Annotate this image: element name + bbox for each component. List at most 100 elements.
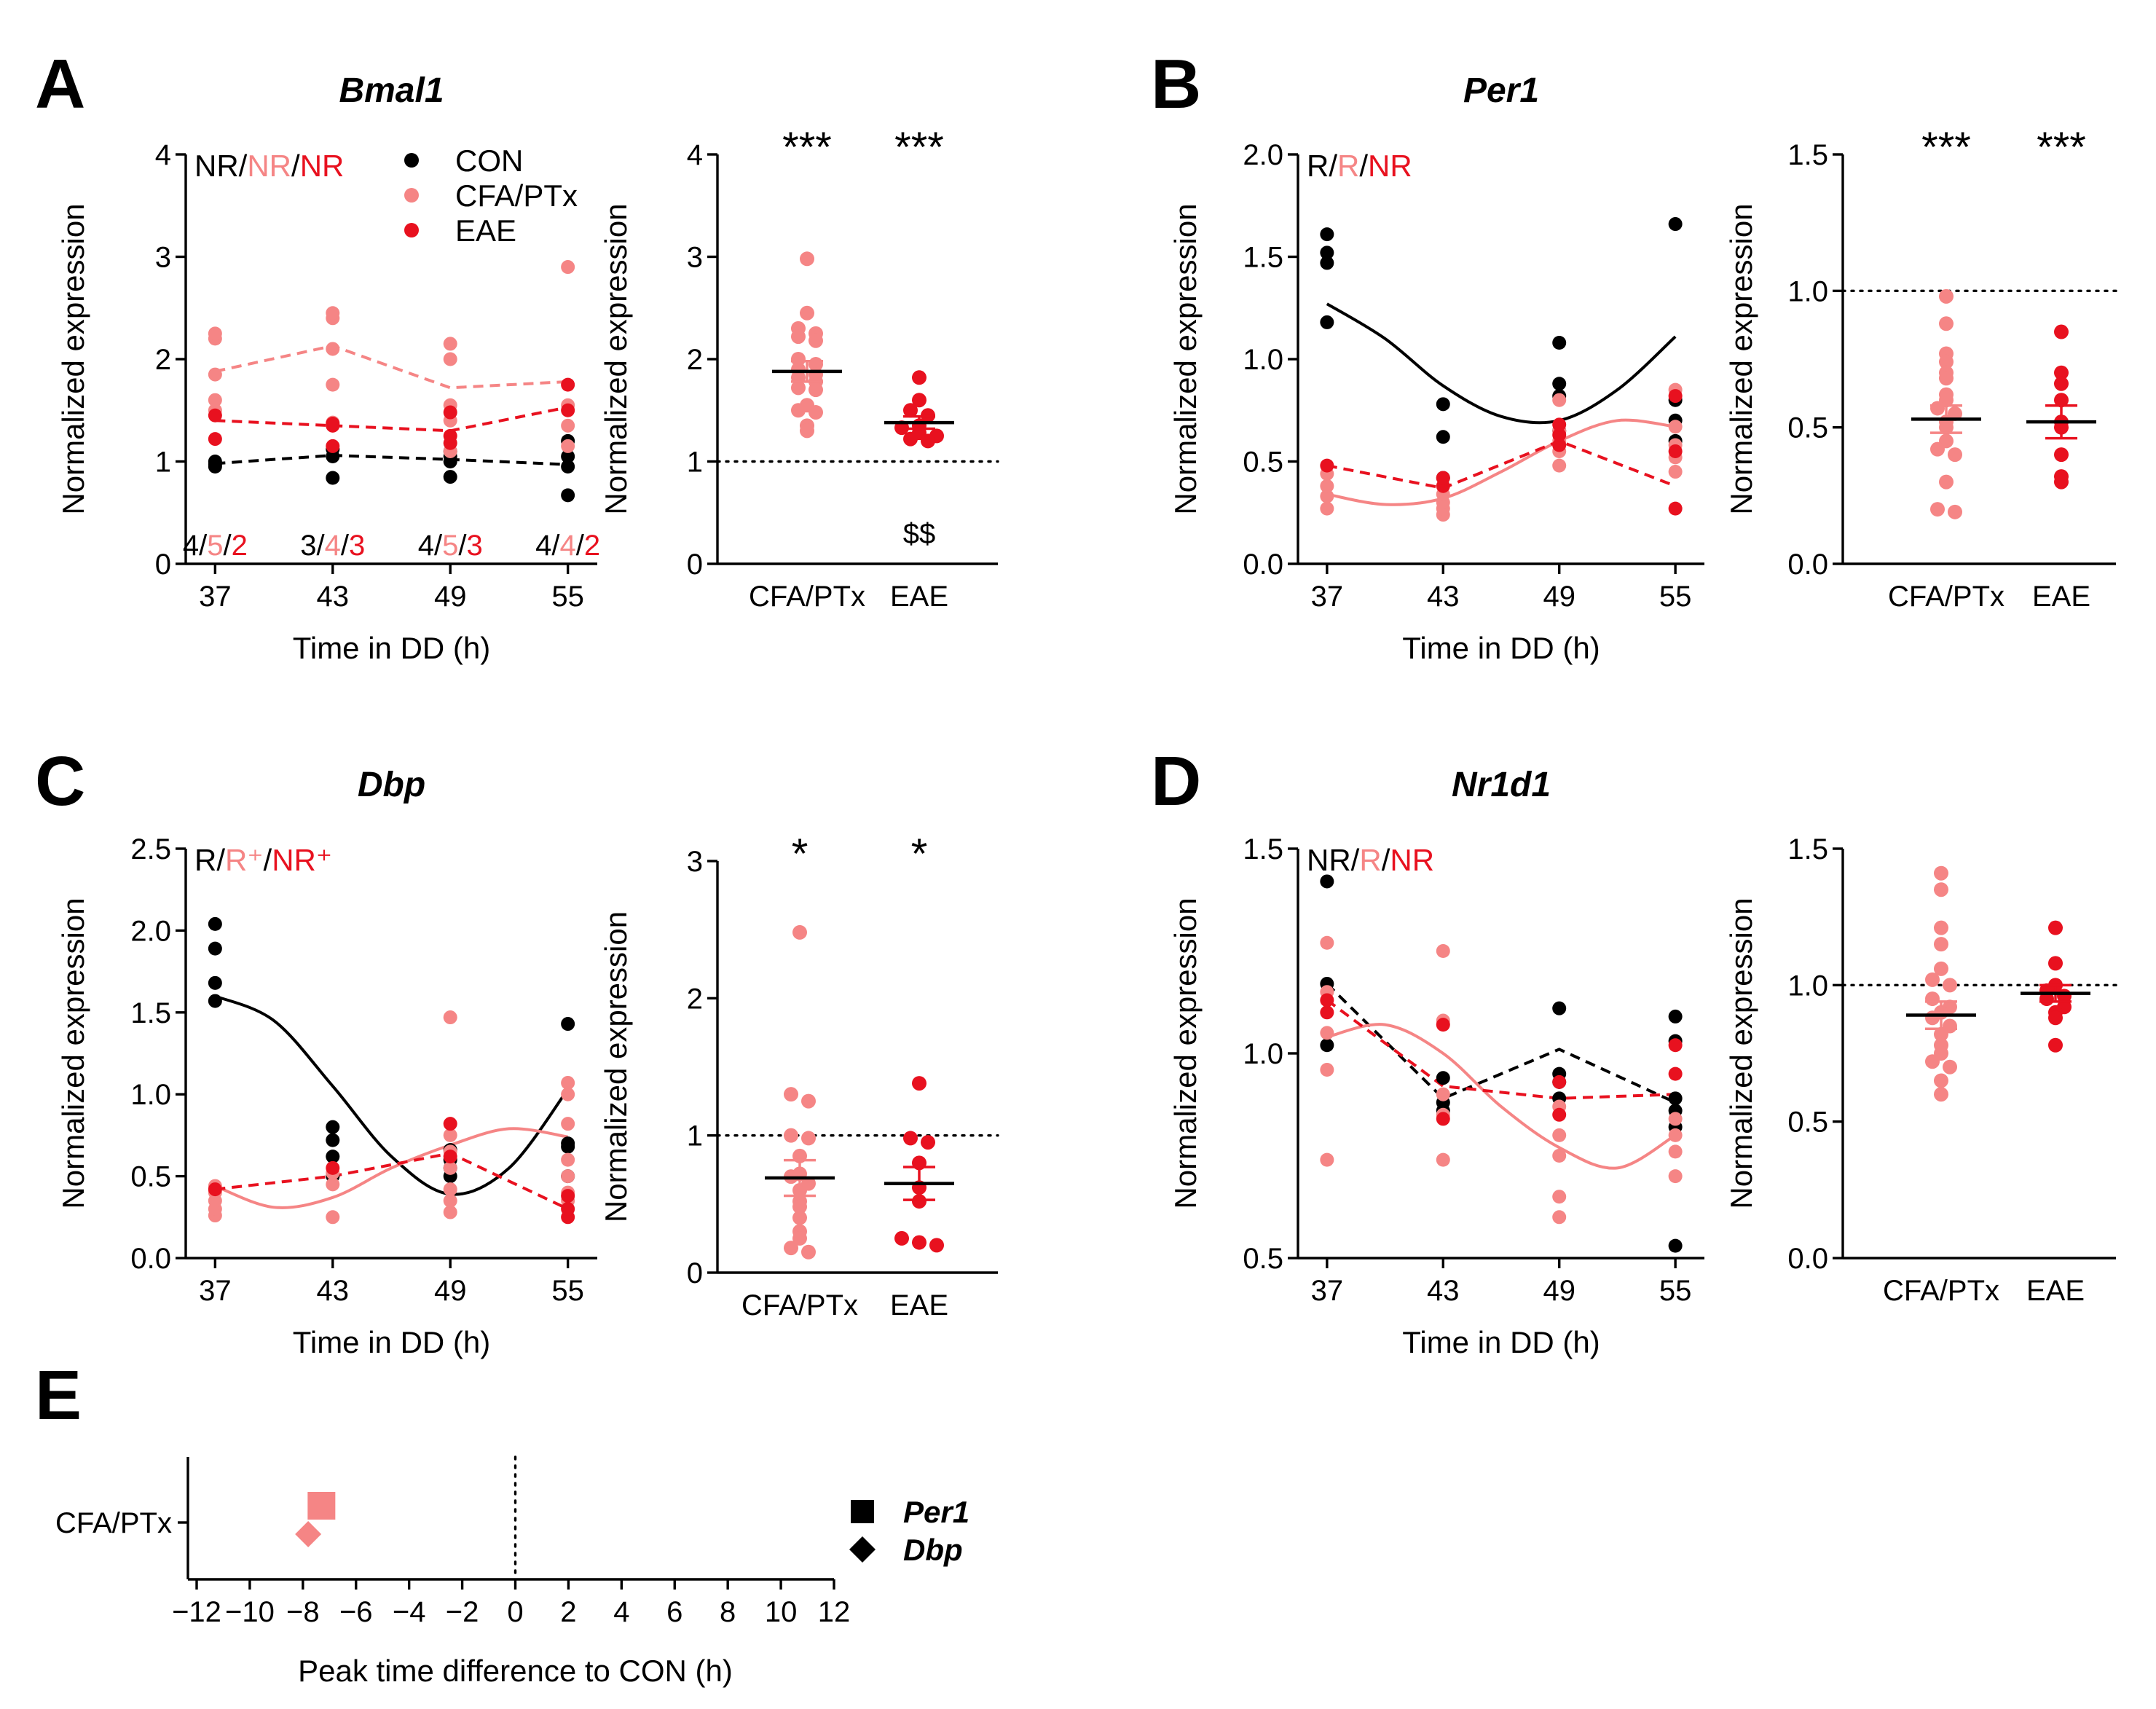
data-point-cfa-ptx: [791, 352, 806, 366]
n-count-eae: 2: [232, 530, 248, 562]
y-tick-label: 1.5: [1243, 242, 1283, 274]
data-point-cfa-ptx: [808, 382, 823, 398]
significance-marker: ***: [894, 124, 944, 171]
data-point-cfa-ptx: [1668, 1169, 1683, 1184]
data-point-con: [1320, 227, 1334, 242]
y-axis-label: Normalized expression: [56, 897, 90, 1209]
data-point-con: [561, 449, 575, 463]
data-point-eae: [2048, 1010, 2063, 1026]
chart-dbp-normalized: 0 1 2 3 Normalized expression CFA/PTx * EAE *: [599, 830, 999, 1321]
data-point-eae: [929, 1238, 944, 1253]
y-tick-label: 0.5: [1243, 447, 1283, 479]
data-point-eae: [903, 431, 918, 447]
category-label: EAE: [2032, 581, 2090, 613]
data-point-cfa-ptx: [443, 1182, 457, 1197]
panel-letter-c: C: [35, 742, 85, 820]
category-label: CFA/PTx: [1888, 581, 2004, 613]
data-point-cfa-ptx: [561, 1075, 575, 1090]
data-point-con: [1436, 430, 1450, 444]
y-tick-label: 3: [155, 242, 171, 274]
data-point-cfa-ptx: [1939, 288, 1954, 304]
significance-marker: ***: [1921, 124, 1971, 171]
data-point-con: [1668, 1009, 1683, 1024]
y-tick-label: 4: [155, 139, 171, 171]
data-point-cfa-ptx: [1552, 458, 1567, 473]
y-tick-label: 0.0: [1787, 549, 1828, 581]
x-axis-label: Time in DD (h): [293, 631, 490, 665]
y-tick-label: 1.5: [1787, 833, 1828, 865]
data-point-eae: [1552, 438, 1567, 452]
data-point-con: [1436, 1071, 1450, 1085]
data-point-eae: [326, 439, 340, 453]
data-point-cfa-ptx: [1943, 1059, 1957, 1074]
data-point-eae: [561, 1202, 575, 1217]
data-point-eae: [443, 1150, 457, 1164]
fit-line-eae: [1326, 439, 1676, 490]
data-point-con: [561, 460, 575, 474]
data-point-cfa-ptx: [784, 1087, 798, 1102]
x-tick-label: 8: [720, 1596, 736, 1628]
legend-label-cfa-ptx: CFA/PTx: [455, 178, 578, 213]
data-point-cfa-ptx: [326, 306, 340, 321]
significance-annotation: $$: [903, 518, 936, 550]
data-point-con: [326, 1133, 340, 1147]
data-point-eae: [2054, 474, 2069, 490]
chart-bmal1-normalized: 0 1 2 3 4 Normalized expression CFA/PTx *** EAE *…: [599, 124, 999, 613]
data-point-eae: [208, 408, 222, 423]
y-tick-label: 1.0: [130, 1079, 171, 1111]
data-point-con: [1320, 256, 1334, 270]
data-point-con: [1552, 336, 1567, 350]
data-point-cfa-ptx: [1939, 474, 1954, 490]
x-tick-label: −6: [339, 1596, 373, 1628]
data-point-cfa-ptx: [561, 418, 575, 433]
category-label: CFA/PTx: [749, 581, 865, 613]
rhythmicity-label: R/R/NR: [1307, 149, 1412, 183]
data-point-eae: [1436, 1112, 1450, 1126]
rhythmicity-eae: NR⁺: [272, 843, 332, 877]
data-point-eae: [1668, 1066, 1683, 1081]
data-point-eae: [326, 417, 340, 431]
n-count-cfa-ptx: 4: [325, 530, 341, 562]
data-point-cfa-ptx: [791, 403, 806, 418]
y-tick-label: 1.0: [1243, 1038, 1283, 1070]
data-point-cfa-ptx: [1925, 1010, 1940, 1026]
data-point-cfa-ptx: [800, 423, 814, 439]
data-point-eae: [1552, 1107, 1567, 1122]
panel-letter-b: B: [1151, 45, 1201, 123]
rhythmicity-eae: NR: [300, 149, 345, 183]
chart-dbp-time: 0.0 0.5 1.0 1.5 2.0 2.5 37 43 49 55 Time in DD (h)…: [56, 766, 597, 1359]
data-point-cfa-ptx: [791, 380, 806, 396]
data-point-cfa-ptx: [1930, 502, 1945, 517]
data-point-con: [561, 1017, 575, 1032]
y-axis-label: Normalized expression: [1724, 203, 1758, 514]
data-point-cfa-ptx: [1552, 1210, 1567, 1225]
y-category-label: CFA/PTx: [55, 1507, 172, 1539]
data-point-eae: [903, 1131, 918, 1146]
data-point-cfa-ptx: [443, 1010, 457, 1025]
data-point-con: [1320, 1038, 1334, 1053]
y-tick-label: 0.5: [1243, 1243, 1283, 1275]
chart-title: Bmal1: [339, 71, 444, 110]
data-point-cfa-ptx: [1934, 961, 1948, 976]
data-point-cfa-ptx: [1552, 1149, 1567, 1163]
chart-title: Per1: [1463, 71, 1539, 110]
data-point-cfa-ptx: [326, 1177, 340, 1192]
data-point-cfa-ptx: [801, 1131, 816, 1146]
data-point-con: [1668, 1238, 1683, 1253]
x-tick-label: 49: [434, 1275, 467, 1307]
x-tick-label: 37: [1311, 1275, 1344, 1307]
data-point-eae: [912, 1194, 926, 1209]
n-label: 4/4/2: [535, 530, 600, 562]
x-tick-label: 37: [199, 1275, 232, 1307]
rhythmicity-cfa-ptx: R: [1359, 843, 1381, 877]
data-point-cfa-ptx: [443, 1128, 457, 1142]
category-label: CFA/PTx: [741, 1289, 858, 1321]
y-tick-label: 2.5: [130, 833, 171, 865]
data-point-cfa-ptx: [1925, 972, 1940, 987]
n-label: 3/4/3: [300, 530, 365, 562]
legend-label-per1: Per1: [903, 1495, 969, 1529]
data-point-cfa-ptx: [561, 1152, 575, 1167]
data-point-cfa-ptx: [1930, 401, 1945, 416]
